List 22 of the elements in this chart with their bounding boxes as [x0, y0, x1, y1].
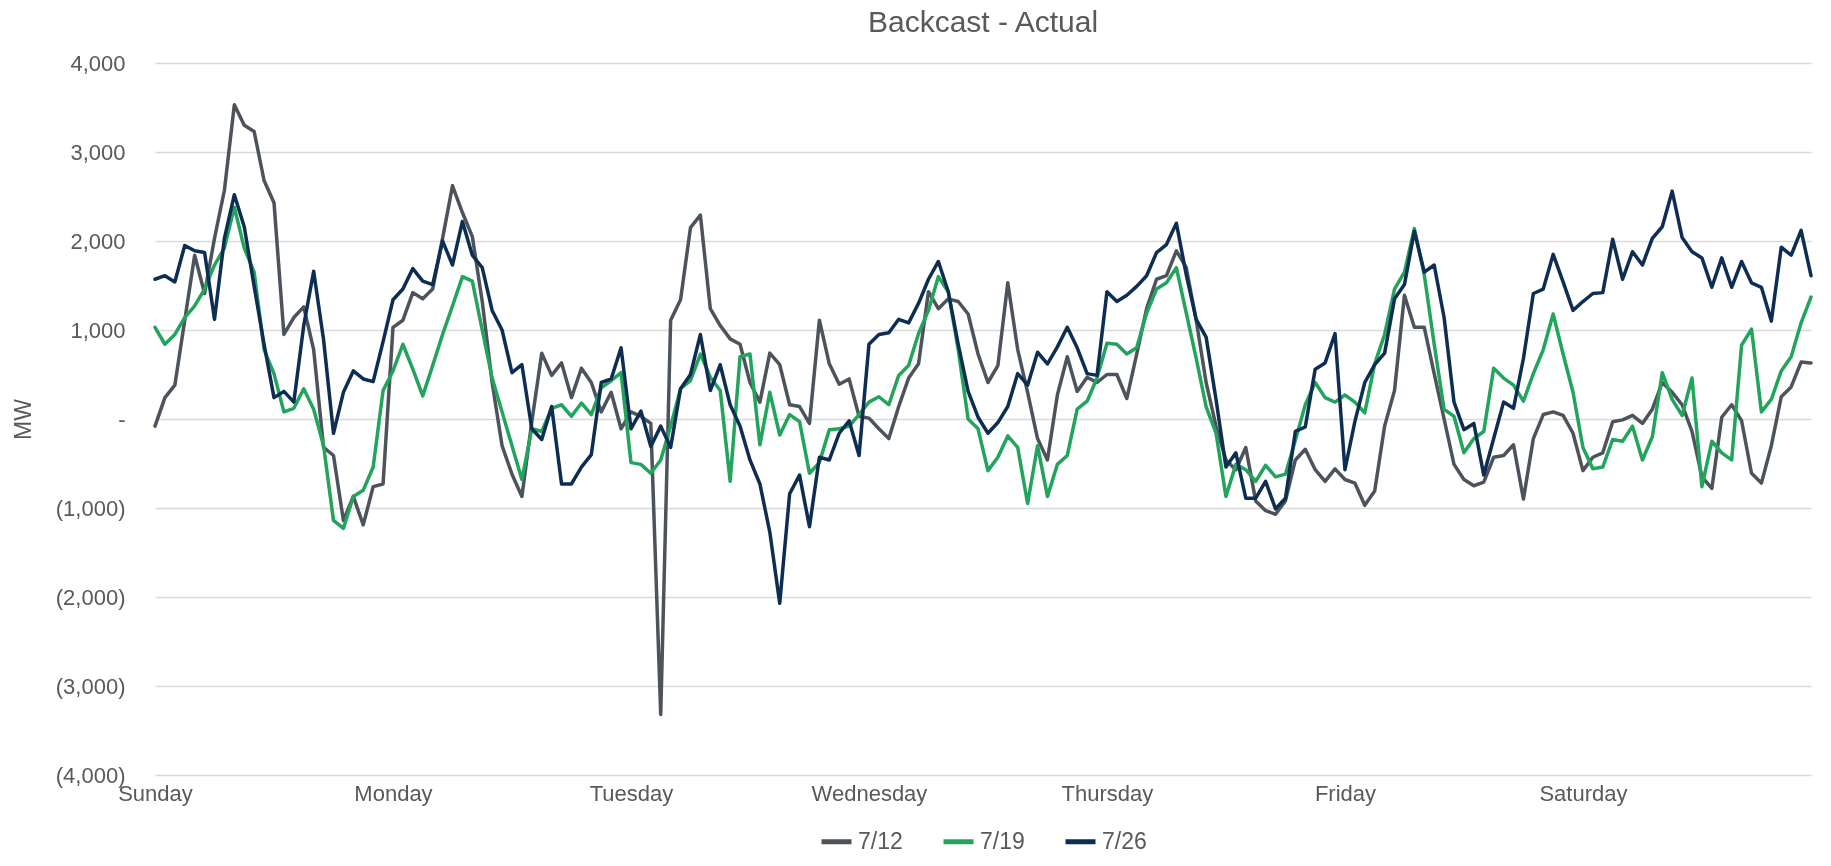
x-tick-label: Thursday [1061, 780, 1154, 806]
x-tick-label: Saturday [1539, 780, 1628, 806]
y-tick-label: 4,000 [70, 50, 126, 76]
x-tick-label: Tuesday [589, 780, 674, 806]
x-tick-label: Wednesday [811, 780, 928, 806]
legend-label: 7/19 [980, 827, 1025, 854]
line-series [153, 189, 1813, 605]
y-tick-label: 1,000 [70, 317, 126, 343]
y-axis-title: MW [9, 398, 36, 440]
chart-title: Backcast - Actual [867, 5, 1099, 38]
line-series [153, 205, 1813, 531]
y-tick-label: (3,000) [55, 673, 126, 699]
x-tick-label: Monday [354, 780, 433, 806]
y-tick-label: 3,000 [70, 139, 126, 165]
legend-label: 7/26 [1102, 827, 1147, 854]
line-series [153, 103, 1813, 717]
y-tick-label: (2,000) [55, 584, 126, 610]
y-tick-label: (1,000) [55, 495, 126, 521]
y-tick-label: - [118, 406, 126, 432]
x-tick-label: Friday [1314, 780, 1376, 806]
y-tick-label: 2,000 [70, 228, 126, 254]
legend-label: 7/12 [858, 827, 903, 854]
